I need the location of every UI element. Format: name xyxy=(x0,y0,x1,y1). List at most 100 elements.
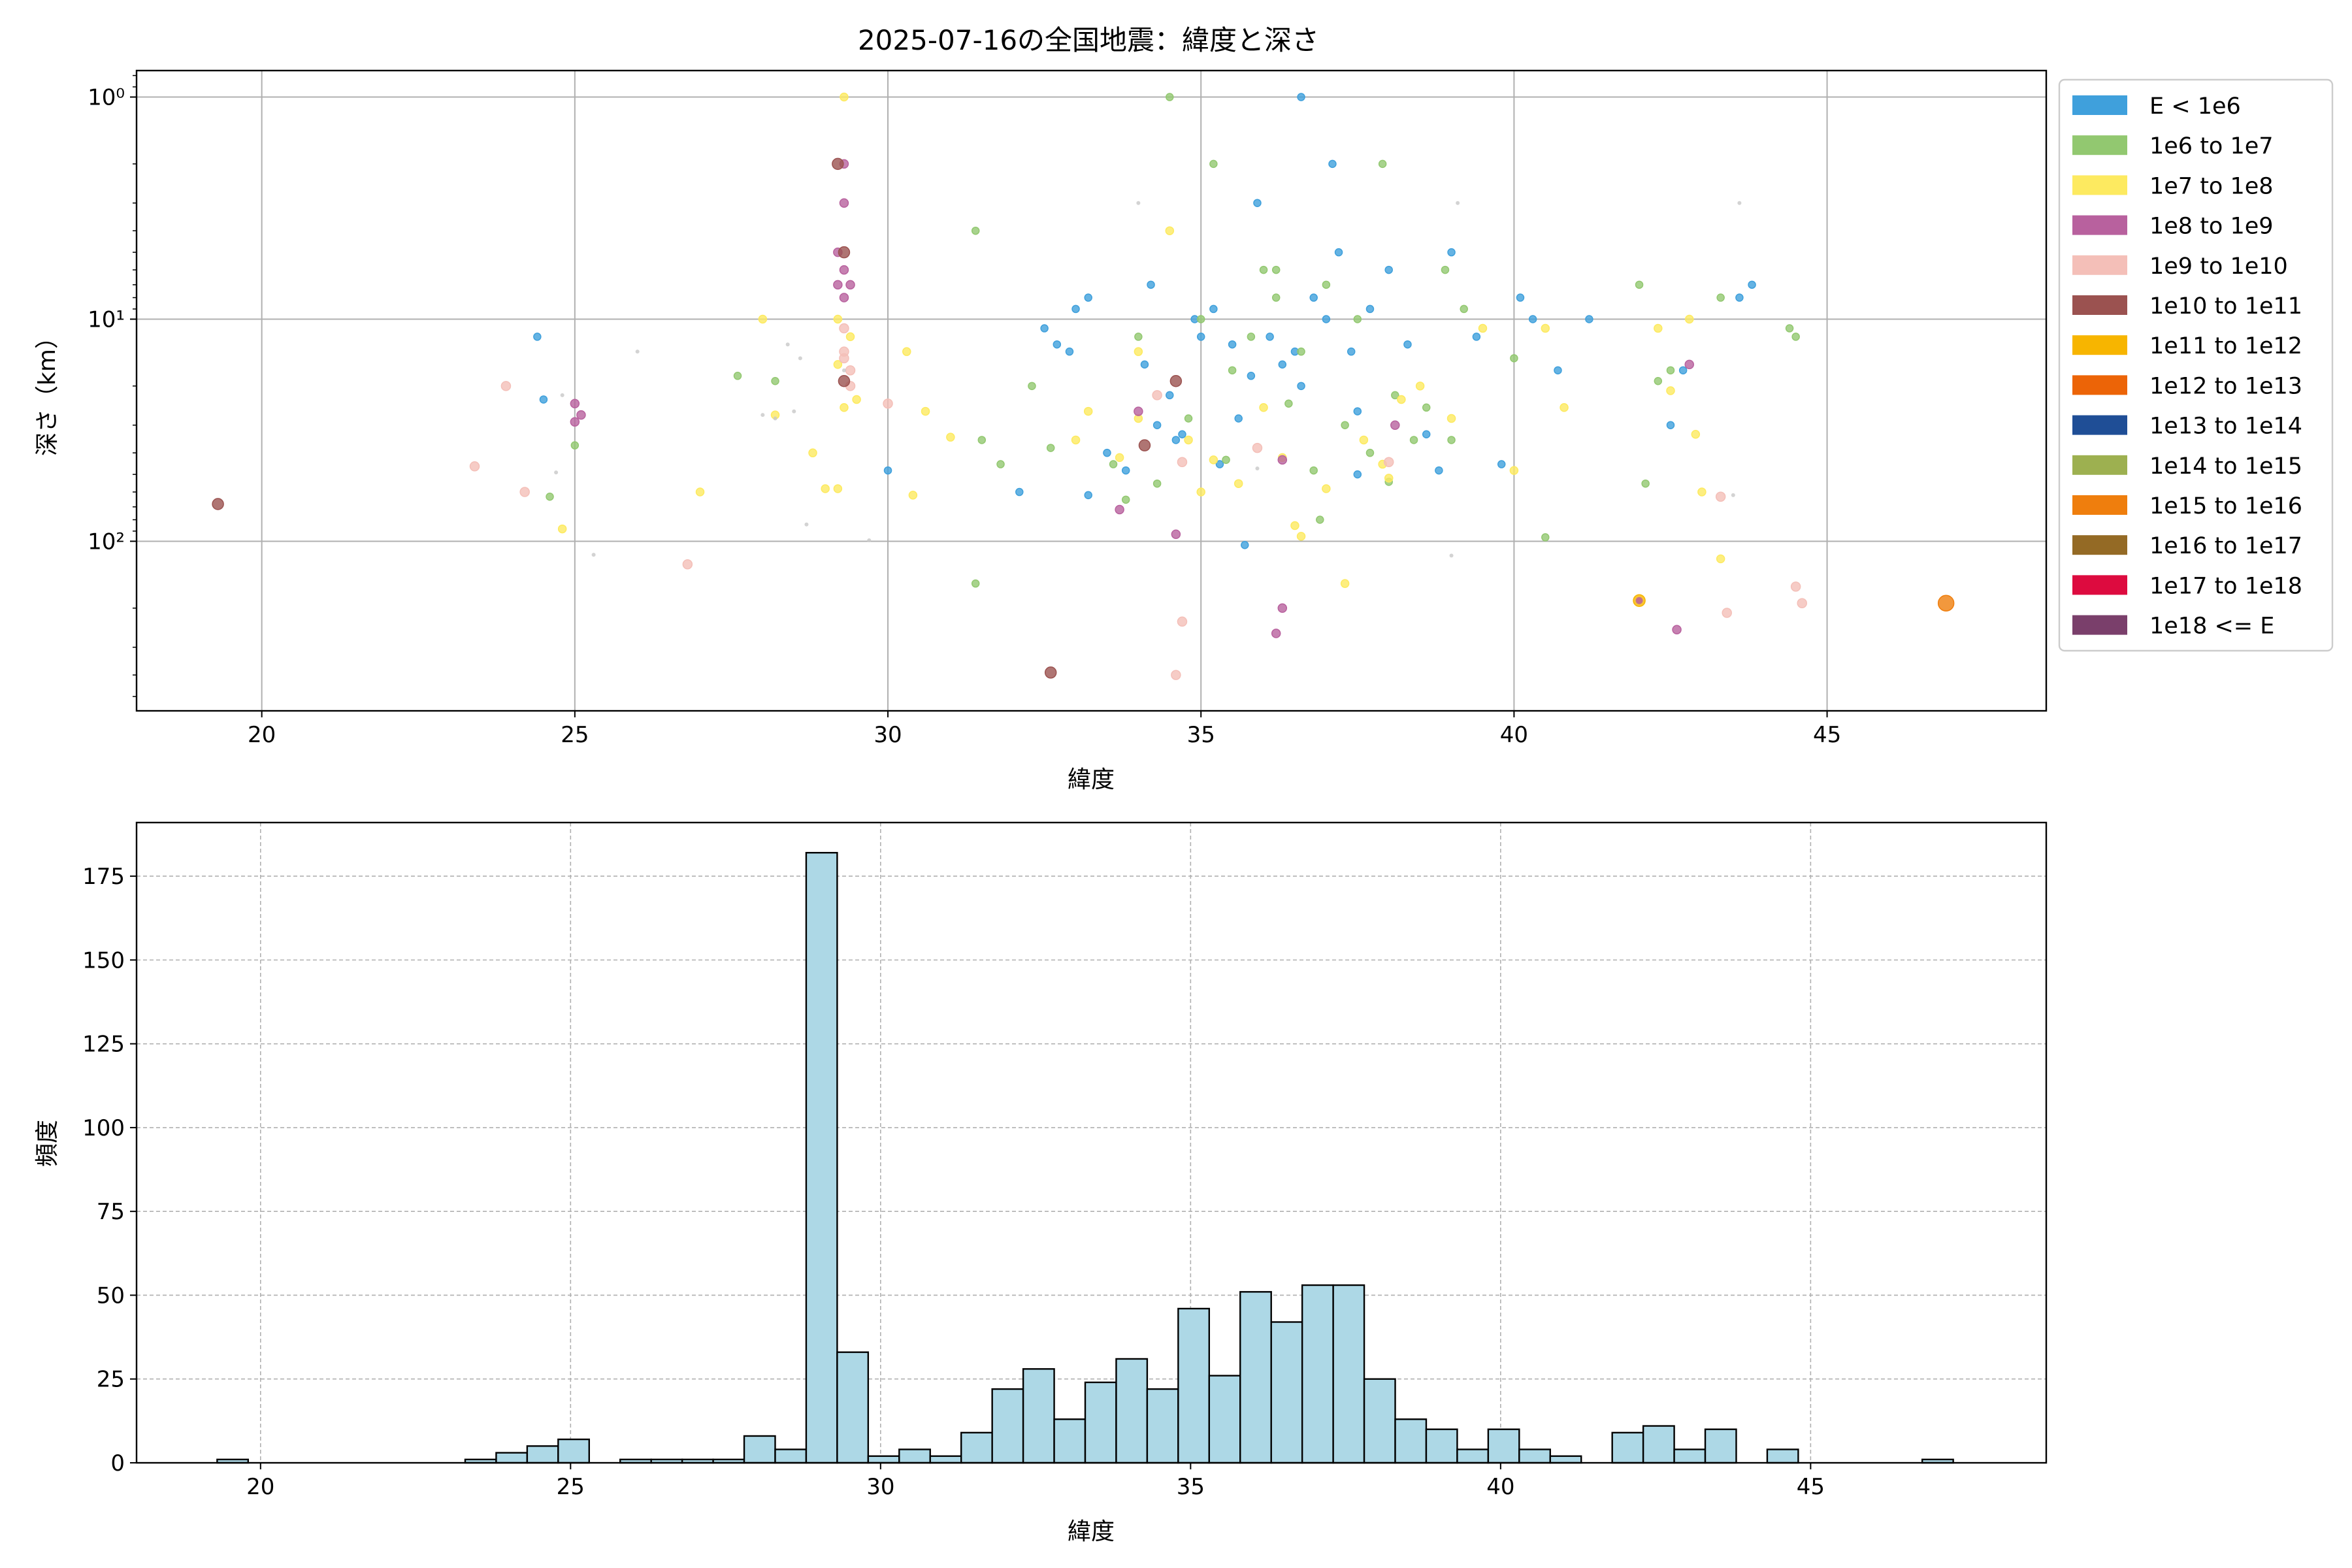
scatter-point xyxy=(1328,159,1337,169)
scatter-point xyxy=(1497,460,1506,468)
histogram-bar xyxy=(960,1431,993,1464)
histogram-y-axis-label: 頻度 xyxy=(34,1120,61,1167)
histogram-bar xyxy=(836,1351,870,1464)
scatter-point xyxy=(1365,448,1375,457)
scatter-point xyxy=(996,460,1005,468)
histogram-bar xyxy=(1456,1448,1490,1464)
scatter-point xyxy=(1121,466,1130,475)
scatter-point xyxy=(1353,315,1362,323)
histogram-bar xyxy=(1549,1455,1582,1464)
scatter-point xyxy=(1937,595,1955,612)
legend-label: 1e16 to 1e17 xyxy=(2149,533,2302,559)
histogram-bar xyxy=(1022,1368,1055,1464)
legend-swatch xyxy=(2072,495,2127,515)
histogram-bar xyxy=(1487,1428,1520,1464)
scatter-x-ticks: 20 25 30 35 40 45 xyxy=(248,711,1841,748)
scatter-point-minor xyxy=(773,416,777,421)
histogram-x-ticks: 20 25 30 35 40 45 xyxy=(246,1463,1825,1500)
scatter-point xyxy=(1015,487,1024,497)
legend-swatch xyxy=(2072,575,2127,595)
scatter-point xyxy=(1478,323,1488,333)
scatter-point xyxy=(1296,532,1306,541)
scatter-point xyxy=(808,448,817,457)
scatter-point xyxy=(1284,399,1293,408)
scatter-point xyxy=(1322,484,1331,493)
scatter-point xyxy=(1422,403,1431,412)
scatter-point xyxy=(1353,407,1362,416)
scatter-point xyxy=(1109,460,1118,468)
scatter-point xyxy=(546,492,554,501)
scatter-points xyxy=(212,92,1955,680)
scatter-point xyxy=(1397,395,1406,404)
histogram-y-tick-label: 25 xyxy=(97,1367,125,1393)
scatter-point xyxy=(1322,280,1331,289)
scatter-legend: E < 1e6 1e6 to 1e7 1e7 to 1e8 1e8 to 1e9 1e9… xyxy=(2058,78,2334,652)
scatter-point xyxy=(1071,435,1081,445)
scatter-point xyxy=(839,323,849,334)
scatter-point xyxy=(1103,448,1111,457)
scatter-point xyxy=(1134,406,1143,416)
scatter-point xyxy=(1196,333,1205,341)
scatter-point xyxy=(1735,293,1744,302)
scatter-point xyxy=(1271,629,1281,638)
scatter-point-minor xyxy=(591,553,596,557)
scatter-point xyxy=(971,579,980,588)
histogram-y-tick-label: 125 xyxy=(82,1032,125,1058)
scatter-point xyxy=(682,559,693,570)
scatter-point xyxy=(1554,366,1562,375)
scatter-point xyxy=(1215,460,1224,468)
scatter-point xyxy=(1460,304,1468,314)
scatter-point xyxy=(1209,159,1218,169)
scatter-point xyxy=(1233,479,1243,488)
scatter-point xyxy=(1672,625,1682,634)
scatter-point-minor xyxy=(867,538,872,542)
scatter-point xyxy=(1147,280,1155,289)
histogram-bar xyxy=(1704,1428,1737,1464)
scatter-point xyxy=(883,398,893,409)
scatter-point xyxy=(839,353,849,364)
legend-swatch xyxy=(2072,455,2127,475)
scatter-point xyxy=(1390,420,1400,430)
scatter-point-minor xyxy=(560,393,564,397)
scatter-point xyxy=(1666,366,1675,375)
legend-label: 1e7 to 1e8 xyxy=(2149,173,2274,199)
scatter-point xyxy=(1166,93,1174,101)
scatter-x-tick-label: 30 xyxy=(874,722,902,748)
scatter-point xyxy=(1044,666,1057,679)
histogram-bar xyxy=(1425,1428,1458,1464)
scatter-point xyxy=(1585,315,1593,323)
scatter-point xyxy=(1166,391,1174,400)
legend-label: 1e18 <= E xyxy=(2149,613,2274,640)
legend-swatch xyxy=(2072,335,2127,355)
scatter-point xyxy=(1384,474,1394,483)
histogram-y-tick-label: 175 xyxy=(82,864,125,890)
scatter-point-minor xyxy=(635,350,640,354)
histogram-bar xyxy=(557,1438,590,1464)
histogram-bar xyxy=(1363,1378,1396,1464)
scatter-point xyxy=(1316,515,1324,524)
histogram-bar xyxy=(867,1455,900,1464)
scatter-point xyxy=(570,441,580,449)
scatter-y-ticks: 10⁰ 10¹ 10² xyxy=(88,74,137,697)
scatter-point xyxy=(1065,347,1074,356)
histogram-bar xyxy=(1301,1284,1334,1464)
scatter-x-tick-label: 25 xyxy=(561,722,589,748)
histogram-y-ticks: 0 25 50 75 100 125 150 175 xyxy=(82,864,137,1477)
scatter-y-tick-label: 10⁰ xyxy=(88,85,125,111)
scatter-point xyxy=(1560,403,1569,412)
scatter-point xyxy=(1053,340,1062,349)
scatter-point xyxy=(1277,455,1288,465)
scatter-point xyxy=(1184,435,1193,445)
scatter-point xyxy=(840,403,849,412)
scatter-point xyxy=(1271,293,1281,302)
legend-swatch xyxy=(2072,95,2127,115)
scatter-point xyxy=(845,332,855,342)
scatter-point xyxy=(570,417,580,427)
scatter-point xyxy=(971,226,980,235)
scatter-point xyxy=(1046,444,1055,452)
scatter-point xyxy=(840,92,849,102)
histogram-y-tick-label: 100 xyxy=(82,1115,125,1141)
scatter-point xyxy=(839,198,849,208)
histogram-bars xyxy=(216,851,1954,1464)
scatter-point xyxy=(833,360,843,369)
